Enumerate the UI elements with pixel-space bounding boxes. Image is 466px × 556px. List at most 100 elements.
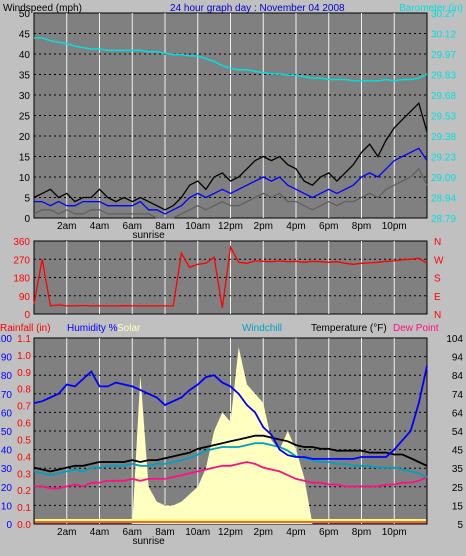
wind-panel-ticks: 0 5 10 15 20 25 30 35 40 45 50 28.79 28.94 29.09 29.23… (19, 9, 457, 241)
direction-y-tick: 270 (13, 255, 30, 266)
temperature-y-tick: 45 (452, 446, 464, 457)
barometer-line (34, 37, 428, 82)
rain-y-tick: 1.0 (17, 351, 31, 362)
rain-y-tick: 0.0 (17, 520, 31, 531)
x-tick-label: 2am (57, 221, 76, 232)
wind-y-tick: 5 (24, 194, 30, 205)
temperature-y-tick: 84 (452, 371, 464, 382)
climate-panel-series (33, 347, 428, 524)
x-tick-label: 10am (185, 221, 210, 232)
temperature-y-tick: 25 (452, 483, 464, 494)
dewpoint-line (34, 461, 428, 490)
x-tick-label: 6pm (319, 221, 338, 232)
windspeed-axis-title: Windspeed (mph) (3, 3, 82, 14)
x-tick-label: 2am (57, 527, 76, 538)
compass-tick: E (434, 292, 441, 303)
legend-temperature: Temperature (°F) (311, 323, 387, 334)
baro-y-tick: 29.23 (431, 153, 456, 164)
x-tick-label: 6am (123, 527, 142, 538)
x-tick-label: 10am (185, 527, 210, 538)
wind-y-tick: 20 (19, 132, 31, 143)
humidity-line (33, 365, 428, 460)
temperature-y-tick: 74 (452, 390, 464, 401)
wind-y-tick: 50 (19, 9, 31, 20)
legend-humidity: Humidity % (67, 323, 118, 334)
temperature-y-tick: 104 (446, 334, 463, 345)
temperature-y-tick: 15 (452, 501, 464, 512)
direction-y-tick: 0 (24, 310, 30, 321)
baro-y-tick: 29.53 (431, 112, 456, 123)
humidity-y-tick: 0 (6, 520, 12, 531)
humidity-y-tick: 70 (1, 390, 13, 401)
x-tick-label: 10pm (382, 221, 407, 232)
windchill-line (33, 442, 428, 478)
x-tick-label: 8am (155, 527, 174, 538)
rain-y-tick: 0.4 (17, 452, 31, 463)
compass-tick: N (434, 310, 441, 321)
direction-y-tick: 360 (13, 237, 30, 248)
legend-windchill: Windchill (242, 323, 282, 334)
compass-tick: S (434, 274, 441, 285)
direction-panel-grid (34, 241, 427, 314)
rain-y-tick: 0.8 (17, 385, 31, 396)
x-tick-label: 12pm (218, 221, 243, 232)
x-tick-label: 8pm (352, 221, 371, 232)
x-tick-label: 4am (90, 527, 109, 538)
rain-y-tick: 0.3 (17, 469, 31, 480)
temperature-line (33, 434, 428, 473)
temperature-y-tick: 64 (452, 408, 464, 419)
baro-y-tick: 29.09 (431, 173, 456, 184)
x-tick-label: 2pm (254, 527, 273, 538)
temperature-y-tick: 5 (457, 520, 463, 531)
baro-y-tick: 30.27 (431, 9, 456, 20)
humidity-y-tick: 30 (1, 464, 13, 475)
wind-panel-series (33, 37, 428, 219)
direction-y-tick: 180 (13, 274, 30, 285)
wind-gust-line (33, 101, 428, 211)
humidity-y-tick: 100 (0, 334, 12, 345)
rain-y-tick: 0.1 (17, 503, 31, 514)
x-tick-label: 2pm (254, 221, 273, 232)
sunrise-label: sunrise (133, 536, 166, 547)
rain-baseline (35, 519, 426, 523)
humidity-y-tick: 20 (1, 483, 13, 494)
wind-y-tick: 40 (19, 50, 31, 61)
x-tick-label: 8am (155, 221, 174, 232)
compass-tick: N (434, 237, 441, 248)
wind-y-tick: 45 (19, 30, 31, 41)
humidity-y-tick: 10 (1, 501, 13, 512)
legend-solar: Solar (117, 323, 141, 334)
baro-y-tick: 29.83 (431, 71, 456, 82)
x-tick-label: 4pm (286, 527, 305, 538)
humidity-y-tick: 40 (1, 446, 13, 457)
humidity-y-tick: 80 (1, 371, 13, 382)
direction-panel-series (33, 245, 428, 309)
wind-y-tick: 30 (19, 91, 31, 102)
x-tick-label: 12pm (218, 527, 243, 538)
x-tick-label: 4am (90, 221, 109, 232)
temperature-y-tick: 94 (452, 353, 464, 364)
wind-y-tick: 15 (19, 153, 31, 164)
x-tick-label: 8pm (352, 527, 371, 538)
baro-y-tick: 30.12 (431, 30, 456, 41)
rain-y-tick: 1.1 (17, 334, 31, 345)
sunrise-label: sunrise (133, 230, 166, 241)
rain-y-tick: 0.2 (17, 486, 31, 497)
wind-y-tick: 0 (24, 214, 30, 225)
baro-y-tick: 29.38 (431, 132, 456, 143)
temperature-y-tick: 35 (452, 464, 464, 475)
baro-y-tick: 29.97 (431, 50, 456, 61)
humidity-y-tick: 60 (1, 408, 13, 419)
solar-area (34, 347, 427, 524)
wind-min-line (33, 167, 428, 219)
legend-dewpoint: Dew Point (393, 323, 439, 334)
climate-panel-ticks: 0 10 20 30 40 50 60 70 80 90 100 0.0 0.1 0.2 0.3 0.4 0.5… (0, 334, 463, 547)
humidity-y-tick: 90 (1, 353, 13, 364)
baro-y-tick: 28.94 (431, 194, 456, 205)
x-tick-label: 6am (123, 221, 142, 232)
rain-y-tick: 0.7 (17, 402, 31, 413)
humidity-y-tick: 50 (1, 427, 13, 438)
wind-direction-line (33, 245, 428, 309)
direction-y-tick: 90 (19, 292, 31, 303)
